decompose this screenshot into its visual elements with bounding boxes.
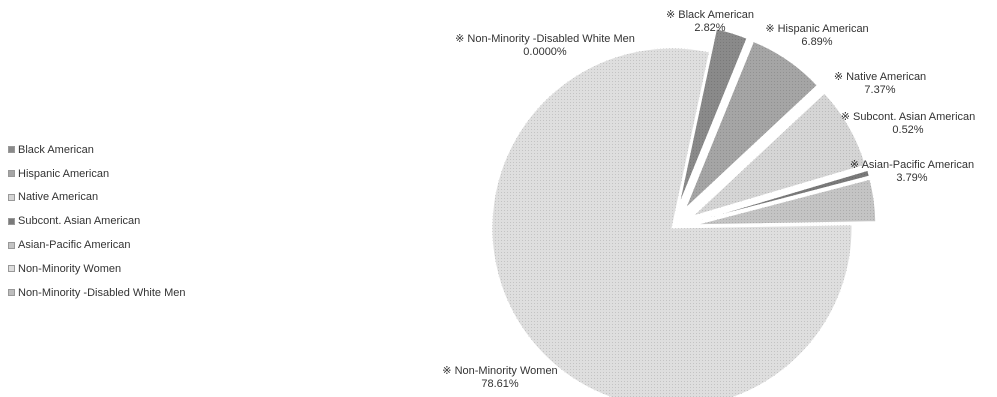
legend-swatch <box>8 193 15 201</box>
legend-swatch <box>8 170 15 178</box>
legend-item-non-minority-disabled-white-men: Non-Minority -Disabled White Men <box>8 281 186 305</box>
legend-swatch <box>8 265 15 273</box>
pie-slice-texture <box>692 93 866 217</box>
legend-label: Non-Minority -Disabled White Men <box>18 286 186 299</box>
legend-item-subcont-asian-american: Subcont. Asian American <box>8 209 186 233</box>
legend-label: Black American <box>18 143 94 156</box>
slice-label-asian-pacific-american: ※ Asian-Pacific American <box>850 159 974 171</box>
legend-label: Asian-Pacific American <box>18 239 131 252</box>
pie-slice-texture <box>492 48 852 397</box>
slice-label-subcont-asian-american: ※ Subcont. Asian American <box>841 111 976 123</box>
legend-label: Non-Minority Women <box>18 262 122 275</box>
legend-label: Hispanic American <box>18 167 110 180</box>
legend-item-black-american: Black American <box>8 138 186 162</box>
legend-label: Native American <box>18 191 99 204</box>
slice-label-non-minority-disabled-white-men: ※ Non-Minority -Disabled White Men <box>455 33 635 45</box>
slice-label-non-minority-women: ※ Non-Minority Women <box>442 365 557 377</box>
pie-slice-texture <box>695 170 870 222</box>
slice-value-hispanic-american: 6.89% <box>801 36 832 48</box>
slice-label-black-american: ※ Black American <box>666 9 754 21</box>
slice-value-native-american: 7.37% <box>864 84 895 96</box>
legend-label: Subcont. Asian American <box>18 215 141 228</box>
legend-swatch <box>8 289 15 297</box>
slice-value-non-minority-disabled-white-men: 0.0000% <box>523 46 567 58</box>
legend-item-non-minority-women: Non-Minority Women <box>8 257 186 281</box>
legend-item-asian-pacific-american: Asian-Pacific American <box>8 233 186 257</box>
legend-swatch <box>8 217 15 225</box>
slice-value-subcont-asian-american: 0.52% <box>892 124 923 136</box>
legend-swatch <box>8 146 15 154</box>
legend-item-native-american: Native American <box>8 186 186 210</box>
slice-value-black-american: 2.82% <box>694 22 725 34</box>
legend-item-hispanic-american: Hispanic American <box>8 162 186 186</box>
slice-label-hispanic-american: ※ Hispanic American <box>765 23 868 35</box>
slice-value-asian-pacific-american: 3.79% <box>896 172 927 184</box>
chart-legend: Black American Hispanic American Native … <box>8 138 186 305</box>
pie-slice-texture <box>679 28 747 206</box>
legend-swatch <box>8 241 15 249</box>
pie-slice-texture <box>685 41 818 209</box>
slice-value-non-minority-women: 78.61% <box>481 378 519 390</box>
slice-label-native-american: ※ Native American <box>834 71 926 83</box>
pie-slice-texture <box>695 179 876 225</box>
